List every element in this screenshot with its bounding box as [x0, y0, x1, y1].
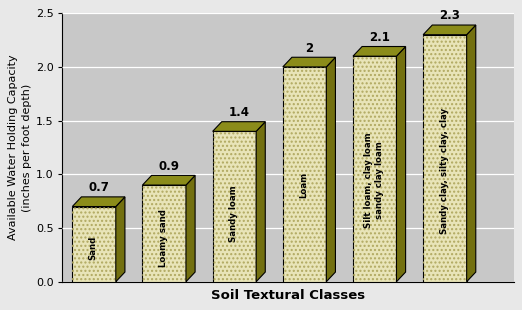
Text: 2.1: 2.1: [369, 31, 390, 44]
Text: Sandy loam: Sandy loam: [229, 186, 238, 242]
Y-axis label: Available Water Holding Capacity
(inches per foot depth): Available Water Holding Capacity (inches…: [8, 55, 31, 240]
Polygon shape: [326, 57, 336, 282]
Polygon shape: [73, 197, 125, 206]
Bar: [212, 131, 256, 282]
Bar: [143, 185, 186, 282]
Text: Loamy sand: Loamy sand: [159, 209, 168, 267]
Text: 1.4: 1.4: [229, 106, 250, 119]
Text: Silt loam, clay loam
sandy clay loam: Silt loam, clay loam sandy clay loam: [364, 132, 384, 228]
Polygon shape: [116, 197, 125, 282]
Text: 0.7: 0.7: [88, 181, 109, 194]
Text: 0.9: 0.9: [158, 160, 179, 173]
Text: 2: 2: [305, 42, 313, 55]
Polygon shape: [186, 175, 195, 282]
Polygon shape: [283, 57, 336, 67]
Polygon shape: [397, 46, 406, 282]
Polygon shape: [353, 46, 406, 56]
Bar: [423, 35, 467, 282]
Polygon shape: [256, 122, 265, 282]
Polygon shape: [423, 25, 476, 35]
Text: Loam: Loam: [299, 172, 309, 198]
Bar: [283, 67, 326, 282]
Bar: [283, 67, 326, 282]
Bar: [353, 56, 397, 282]
Text: Sandy clay, silty clay, clay: Sandy clay, silty clay, clay: [440, 108, 449, 234]
Text: Sand: Sand: [89, 236, 98, 260]
Bar: [73, 206, 116, 282]
Polygon shape: [212, 122, 265, 131]
Bar: [423, 35, 467, 282]
X-axis label: Soil Textural Classes: Soil Textural Classes: [211, 289, 365, 302]
Polygon shape: [467, 25, 476, 282]
Bar: [353, 56, 397, 282]
Polygon shape: [143, 175, 195, 185]
Bar: [73, 206, 116, 282]
Bar: [143, 185, 186, 282]
Text: 2.3: 2.3: [439, 9, 460, 22]
Bar: [212, 131, 256, 282]
